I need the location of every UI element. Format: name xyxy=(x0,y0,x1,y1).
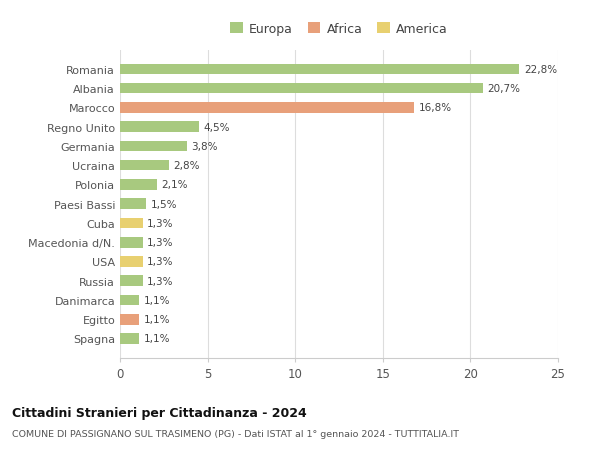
Bar xyxy=(120,84,482,94)
Bar xyxy=(120,295,139,306)
Text: 4,5%: 4,5% xyxy=(203,123,230,132)
Text: 2,8%: 2,8% xyxy=(173,161,200,171)
Text: Cittadini Stranieri per Cittadinanza - 2024: Cittadini Stranieri per Cittadinanza - 2… xyxy=(12,406,307,419)
Text: 1,1%: 1,1% xyxy=(143,334,170,344)
Bar xyxy=(120,218,143,229)
Text: 22,8%: 22,8% xyxy=(524,65,557,75)
Bar xyxy=(120,180,157,190)
Bar xyxy=(120,314,139,325)
Bar xyxy=(120,334,139,344)
Legend: Europa, Africa, America: Europa, Africa, America xyxy=(227,20,451,38)
Text: 20,7%: 20,7% xyxy=(487,84,520,94)
Bar xyxy=(120,199,146,210)
Bar xyxy=(120,276,143,286)
Text: 1,1%: 1,1% xyxy=(143,314,170,325)
Text: 1,3%: 1,3% xyxy=(147,238,173,248)
Text: 1,1%: 1,1% xyxy=(143,295,170,305)
Bar xyxy=(120,237,143,248)
Text: 3,8%: 3,8% xyxy=(191,142,217,151)
Bar xyxy=(120,103,415,113)
Text: 1,3%: 1,3% xyxy=(147,218,173,229)
Bar xyxy=(120,161,169,171)
Bar xyxy=(120,64,520,75)
Bar xyxy=(120,122,199,133)
Text: 1,3%: 1,3% xyxy=(147,257,173,267)
Bar xyxy=(120,141,187,152)
Text: 16,8%: 16,8% xyxy=(419,103,452,113)
Bar xyxy=(120,257,143,267)
Text: 1,3%: 1,3% xyxy=(147,276,173,286)
Text: 1,5%: 1,5% xyxy=(151,199,177,209)
Text: COMUNE DI PASSIGNANO SUL TRASIMENO (PG) - Dati ISTAT al 1° gennaio 2024 - TUTTIT: COMUNE DI PASSIGNANO SUL TRASIMENO (PG) … xyxy=(12,429,459,438)
Text: 2,1%: 2,1% xyxy=(161,180,188,190)
